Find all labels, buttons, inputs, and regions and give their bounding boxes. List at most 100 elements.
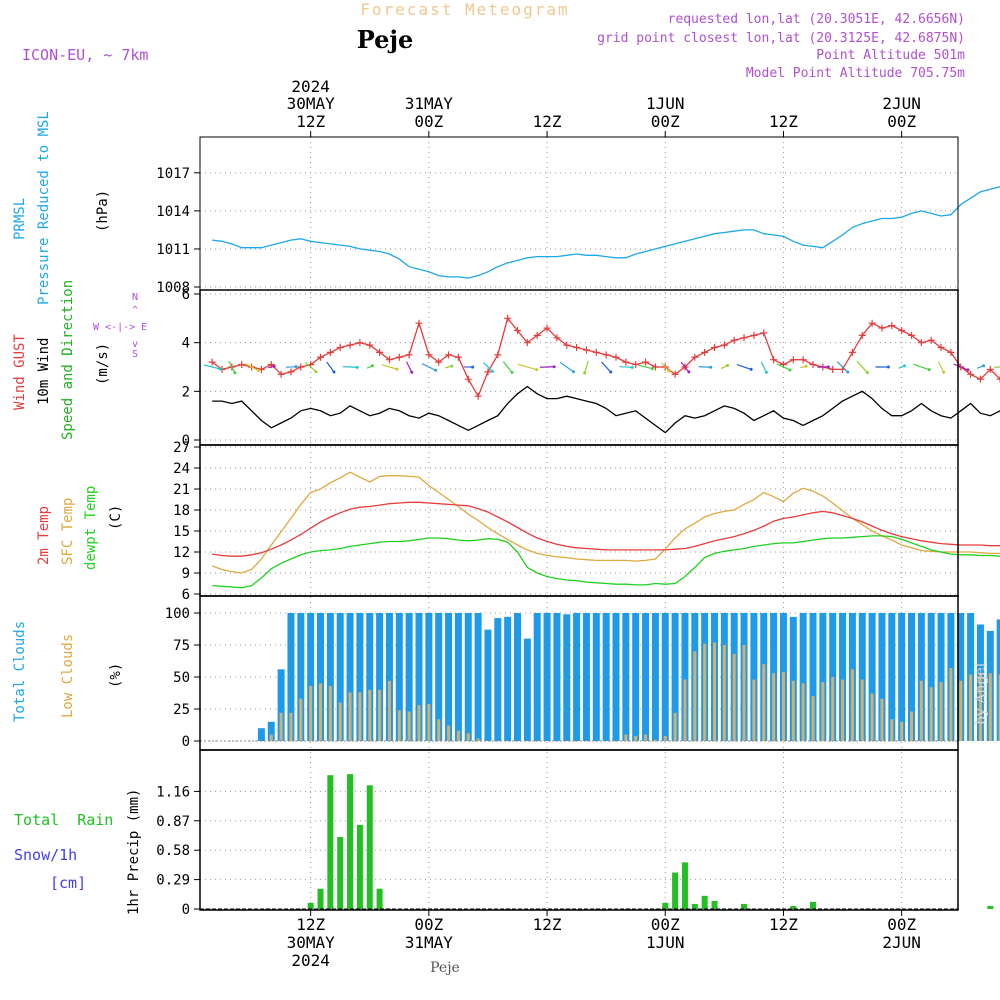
point-altitude: Point Altitude 501m — [816, 48, 965, 63]
wind-arrow — [937, 361, 945, 373]
gust-marker — [514, 327, 521, 334]
gust-marker — [612, 353, 620, 361]
low-cloud-bar — [466, 733, 470, 741]
wind-arrow — [517, 363, 537, 371]
gust-marker — [908, 331, 915, 339]
total-cloud-bar — [366, 613, 374, 741]
wind-arrow-head — [571, 370, 575, 374]
requested-coords: requested lon,lat (20.3051E, 42.6656N) — [668, 12, 965, 27]
wind-arrow — [502, 361, 513, 373]
gust-marker — [326, 348, 334, 356]
total-cloud-bar — [750, 613, 758, 741]
top-time-label: 31MAY — [405, 94, 454, 113]
compass-n-arrow: ^ — [132, 305, 138, 316]
gust-marker — [366, 341, 374, 349]
y-tick-label: 1011 — [156, 242, 190, 258]
total-cloud-bar — [602, 613, 610, 741]
sfc-temp-line — [211, 471, 1000, 574]
top-time-label: 00Z — [651, 112, 680, 131]
temp-unit: (C) — [108, 505, 124, 530]
low-cloud-bar — [437, 719, 441, 741]
gust-marker — [317, 353, 324, 361]
gust-marker — [494, 351, 502, 359]
gust-marker — [602, 351, 610, 359]
panel-frame — [199, 749, 959, 911]
total-cloud-bar — [839, 613, 847, 741]
wind-arrow — [638, 364, 653, 370]
gust-marker — [238, 361, 246, 369]
gust-marker — [947, 348, 955, 356]
compass-w-e: W <-|-> E — [93, 322, 147, 333]
y-tick-label: 4 — [182, 336, 190, 352]
dew-label: dewpt Temp — [83, 486, 99, 570]
total-cloud-bar — [819, 613, 827, 741]
wind-arrow-head — [667, 369, 671, 373]
total-cloud-bar — [789, 616, 797, 741]
low-cloud-bar — [299, 698, 303, 741]
total-cloud-label: Total Clouds — [12, 621, 28, 722]
low-cloud-bar — [319, 683, 322, 741]
wind-arrow — [856, 360, 868, 374]
y-tick-label: 9 — [182, 566, 190, 582]
low-cloud-bar — [407, 711, 411, 741]
total-cloud-bar — [326, 613, 334, 741]
low-cloud-bar — [910, 711, 913, 741]
low-cloud-bar — [693, 651, 697, 741]
gust-marker — [553, 334, 561, 342]
wind-arrow-head — [709, 365, 713, 369]
rain-bar — [347, 774, 354, 909]
y-tick-label: 1008 — [156, 280, 190, 296]
bottom-time-label: 2JUN — [882, 933, 921, 952]
y-tick-label: 6 — [182, 587, 190, 603]
wind-arrow — [285, 366, 296, 368]
low-cloud-bar — [328, 685, 332, 741]
dewpoint-line — [212, 535, 1000, 589]
low-cloud-bar — [378, 689, 382, 741]
total-cloud-bar — [917, 613, 925, 741]
wind-arrow-head — [927, 368, 931, 372]
wind-arrow-head — [256, 368, 260, 372]
rain-bar — [741, 903, 748, 909]
bottom-time-label: 00Z — [414, 915, 443, 934]
gust-marker — [848, 348, 856, 356]
prmsl-label: PRMSL — [12, 198, 28, 240]
wind-arrow-head — [687, 370, 691, 374]
gust-marker — [937, 344, 945, 352]
total-cloud-bar — [356, 613, 364, 741]
wind-arrow-head — [218, 367, 222, 371]
gust-marker — [376, 348, 384, 356]
total-cloud-bar — [415, 613, 423, 741]
y-tick-label: 12 — [173, 545, 190, 561]
footer-station: Peje — [430, 960, 460, 976]
total-cloud-bar — [582, 613, 590, 741]
compass-s-arrow: v — [132, 339, 138, 350]
gust-marker — [651, 363, 659, 371]
low-cloud-bar — [397, 710, 401, 741]
wind-arrow-head — [395, 367, 399, 371]
top-time-label: 1JUN — [646, 94, 685, 113]
gust-marker — [622, 358, 630, 366]
gust-marker — [346, 341, 354, 349]
gust-marker — [287, 368, 295, 376]
y-tick-label: 0.87 — [156, 814, 190, 830]
low-cloud-bar — [358, 692, 362, 741]
low-cloud-bar — [417, 705, 421, 741]
wind-arrow — [304, 361, 317, 373]
total-cloud-bar — [661, 613, 669, 741]
total-cloud-bar — [464, 613, 472, 741]
low-cloud-bar — [988, 673, 992, 741]
y-tick-label: 6 — [182, 287, 190, 303]
compass-s: S — [132, 349, 138, 360]
total-cloud-bar — [957, 613, 965, 741]
rain-bar — [711, 900, 718, 909]
gust-marker — [543, 324, 551, 332]
low-cloud-bar — [870, 693, 874, 741]
sfc-label: SFC Temp — [60, 498, 76, 565]
total-cloud-bar — [494, 618, 502, 741]
low-cloud-bar — [269, 734, 273, 741]
low-cloud-bar — [919, 680, 923, 741]
gust-marker — [986, 365, 994, 373]
gust-marker — [740, 334, 748, 342]
wind-arrow-head — [583, 371, 587, 375]
wind-labels: Wind GUST 10m Wind Speed and Direction (… — [12, 280, 147, 440]
